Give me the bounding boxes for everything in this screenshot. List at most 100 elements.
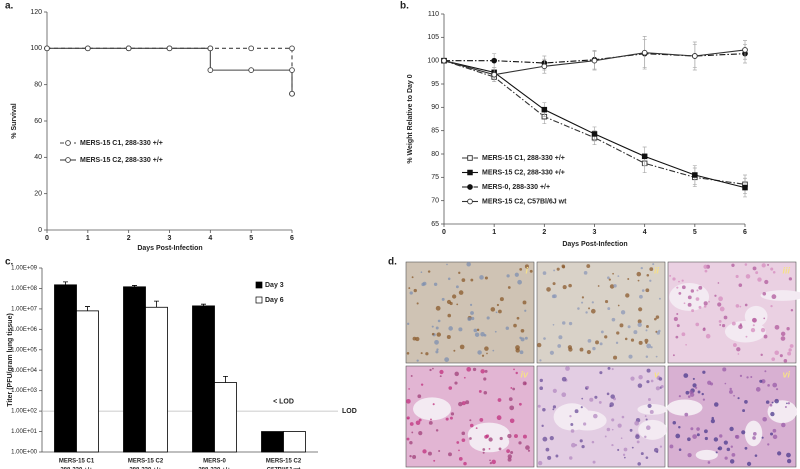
cell xyxy=(610,394,615,399)
cell xyxy=(645,288,650,293)
cell xyxy=(619,323,624,328)
cell xyxy=(513,434,518,439)
cell xyxy=(608,278,611,281)
cell xyxy=(678,448,682,451)
cell xyxy=(436,348,439,351)
cell xyxy=(788,277,793,281)
x-tick-label: 288-330 +/+ xyxy=(129,468,162,469)
cell xyxy=(734,435,739,439)
cell xyxy=(760,353,763,357)
cell xyxy=(568,321,573,326)
cell xyxy=(408,287,411,290)
cell xyxy=(588,307,591,310)
cell xyxy=(509,405,515,411)
cell xyxy=(678,280,680,283)
cell xyxy=(630,338,635,342)
cell xyxy=(723,440,728,445)
cell xyxy=(623,447,628,452)
cell xyxy=(729,426,734,432)
cell xyxy=(589,397,594,402)
cell xyxy=(750,328,756,333)
cell xyxy=(719,324,722,326)
cell xyxy=(458,290,464,295)
cell xyxy=(568,347,573,352)
cell xyxy=(784,406,787,408)
cell xyxy=(474,332,480,337)
cell xyxy=(454,381,458,385)
bar xyxy=(261,431,284,453)
error-bar xyxy=(154,300,159,308)
cell xyxy=(507,286,511,289)
y-tick-label: 85 xyxy=(431,128,439,135)
cell xyxy=(685,390,690,395)
cell xyxy=(522,434,527,439)
marker xyxy=(166,45,173,52)
legend-swatch xyxy=(255,281,263,289)
cell xyxy=(649,267,654,272)
cell xyxy=(543,337,546,340)
cell xyxy=(447,313,452,318)
cell xyxy=(765,400,770,404)
cell xyxy=(645,456,649,459)
marker xyxy=(441,57,447,64)
cell xyxy=(615,341,619,345)
cell xyxy=(463,376,466,379)
cell xyxy=(617,304,620,307)
cell xyxy=(738,283,743,287)
cell xyxy=(519,350,524,355)
marker xyxy=(207,67,214,73)
cell xyxy=(539,386,544,391)
cell xyxy=(437,319,441,323)
y-tick-label: 80 xyxy=(34,82,42,89)
cell xyxy=(433,282,438,286)
cell xyxy=(456,441,460,444)
cell xyxy=(637,383,643,388)
micrograph-bg xyxy=(405,261,535,364)
cell xyxy=(762,291,767,296)
cell xyxy=(509,418,515,424)
cell xyxy=(599,371,603,375)
cell xyxy=(498,447,502,451)
y-tick-label: 1.00E+07 xyxy=(11,306,38,312)
cell xyxy=(735,274,739,279)
cell xyxy=(780,331,786,337)
cell xyxy=(439,375,442,378)
x-tick-label: 2 xyxy=(542,229,546,236)
cell xyxy=(480,331,485,337)
cell xyxy=(644,435,647,439)
cell xyxy=(516,316,520,320)
cell xyxy=(764,279,769,285)
cell xyxy=(638,307,643,312)
marker xyxy=(84,45,91,52)
cell xyxy=(486,316,490,320)
cell xyxy=(456,303,459,306)
cell xyxy=(639,294,643,299)
y-tick-label: 100 xyxy=(427,58,439,65)
series-line xyxy=(443,60,746,185)
cell xyxy=(713,402,719,407)
y-tick-label: 65 xyxy=(431,221,439,228)
cell xyxy=(636,440,640,444)
marker xyxy=(467,184,473,190)
cell xyxy=(692,434,697,439)
cell xyxy=(466,367,472,372)
cell xyxy=(617,448,620,451)
cell xyxy=(636,271,642,277)
cell xyxy=(638,340,643,345)
marker xyxy=(591,57,598,64)
cell xyxy=(708,300,710,303)
cell xyxy=(637,462,641,466)
cell xyxy=(617,423,622,428)
error-bar xyxy=(132,285,137,287)
cell xyxy=(730,445,733,448)
cell xyxy=(703,305,707,308)
y-tick-label: 110 xyxy=(428,11,439,18)
cell xyxy=(470,278,474,282)
micrograph: vi xyxy=(667,365,797,468)
cell xyxy=(541,424,544,428)
cell xyxy=(546,287,551,292)
cell xyxy=(581,397,584,400)
cell xyxy=(772,434,778,440)
alveolus xyxy=(637,404,668,415)
marker xyxy=(467,169,473,176)
